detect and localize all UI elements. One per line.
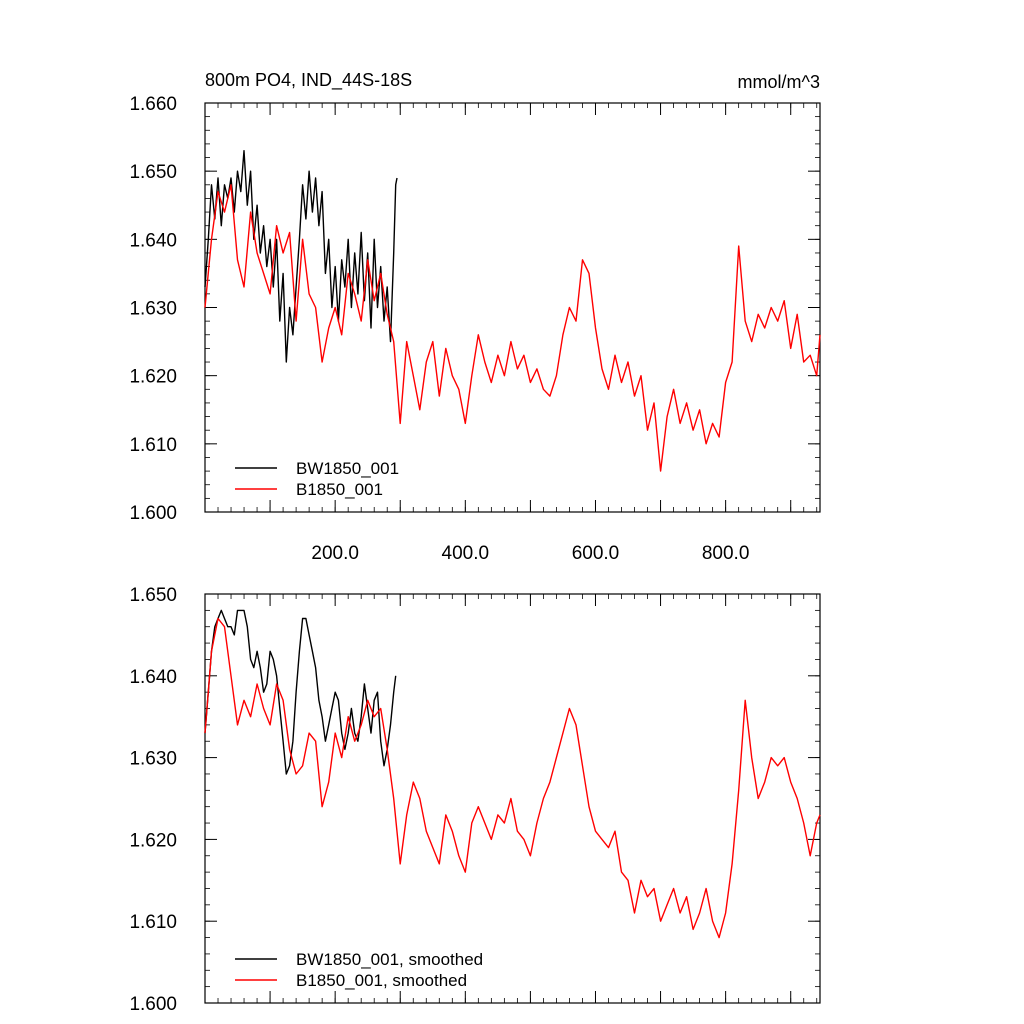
y-tick-label: 1.630	[129, 749, 177, 770]
legend-label: B1850_001	[296, 480, 383, 499]
x-tick-label: 800.0	[702, 543, 750, 564]
series-line-bw1850-001-smoothed	[204, 609, 397, 775]
chart-title: 800m PO4, IND_44S-18S	[205, 70, 412, 91]
top-plot-panel: 1.600 1.610 1.620 1.630 1.640 1.650 1.660 200.0…	[129, 94, 821, 564]
y-tick-label: 1.620	[129, 830, 177, 851]
x-tick-label: 200.0	[311, 543, 359, 564]
y-tick-label: 1.640	[129, 667, 177, 688]
y-tick-label: 1.600	[129, 503, 177, 524]
x-tick-label: 400.0	[442, 543, 490, 564]
legend-label: BW1850_001, smoothed	[296, 950, 483, 969]
series-line-bw1850-001	[204, 149, 398, 363]
y-tick-label: 1.640	[129, 230, 177, 251]
units-label: mmol/m^3	[738, 72, 820, 92]
y-tick-label: 1.650	[129, 585, 177, 606]
y-tick-label: 1.620	[129, 367, 177, 388]
y-tick-label: 1.610	[129, 435, 177, 456]
series-line-b1850-001-smoothed	[204, 617, 821, 939]
y-tick-label: 1.600	[129, 994, 177, 1015]
y-tick-label: 1.660	[129, 94, 177, 115]
series-line-b1850-001	[204, 184, 821, 472]
y-tick-label: 1.630	[129, 299, 177, 320]
legend-label: BW1850_001	[296, 459, 399, 478]
bottom-plot-panel: 1.600 1.610 1.620 1.630 1.640 1.650 BW1850_001…	[129, 585, 821, 1015]
y-tick-label: 1.650	[129, 162, 177, 183]
x-tick-label: 600.0	[572, 543, 620, 564]
legend-label: B1850_001, smoothed	[296, 971, 467, 990]
y-tick-label: 1.610	[129, 912, 177, 933]
plot-frame	[204, 593, 821, 1004]
